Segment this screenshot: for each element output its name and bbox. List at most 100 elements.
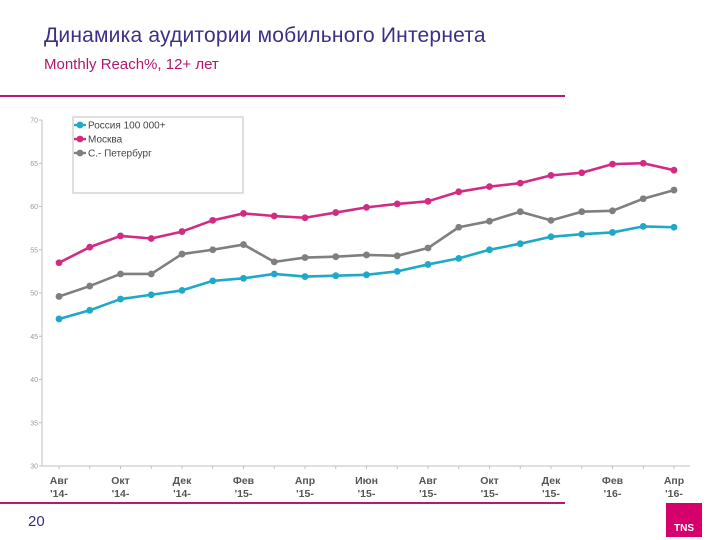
x-tick-label-year: '14- [173, 488, 191, 500]
x-tick-label-year: '14- [50, 488, 68, 500]
data-point [609, 207, 616, 215]
data-point [270, 258, 278, 266]
data-point [301, 273, 309, 280]
data-point [486, 246, 493, 254]
y-tick-label: 50 [30, 291, 38, 298]
data-point [147, 291, 155, 299]
data-point [486, 183, 493, 191]
tns-logo: TNS [666, 503, 702, 537]
legend-label: Россия 100 000+ [88, 121, 166, 132]
data-point [609, 160, 616, 168]
data-point [117, 232, 124, 240]
data-point [240, 210, 247, 217]
chart-axes: 303540455055606570Авг'14-Окт'14-Дек'14-Ф… [30, 118, 690, 500]
data-point [424, 261, 432, 268]
data-point [240, 274, 247, 282]
x-tick-label-year: '15- [419, 488, 437, 500]
data-point [363, 251, 370, 259]
data-point [55, 293, 63, 300]
y-tick-label: 65 [30, 161, 38, 168]
data-point [578, 169, 586, 177]
x-tick-label: Авг [50, 475, 69, 487]
data-point [147, 235, 155, 242]
data-point [516, 208, 524, 216]
data-point [301, 254, 309, 261]
chart-series [55, 159, 678, 323]
data-point [209, 277, 217, 285]
data-point [424, 197, 432, 205]
data-point [609, 229, 616, 236]
x-tick-label: Июн [355, 475, 378, 487]
data-point [639, 195, 647, 203]
data-point [117, 295, 124, 303]
x-tick-label-year: '14- [112, 488, 130, 500]
data-point [578, 208, 586, 216]
data-point [209, 216, 217, 224]
data-point [55, 315, 63, 323]
page-subtitle: Monthly Reach%, 12+ лет [44, 56, 219, 73]
data-point [270, 270, 278, 278]
x-tick-label-year: '15- [235, 488, 253, 500]
x-tick-label-year: '16- [665, 488, 683, 500]
page-title: Динамика аудитории мобильного Интернета [44, 24, 486, 47]
data-point [639, 222, 647, 230]
top-divider [0, 95, 565, 97]
data-point [547, 233, 555, 241]
y-tick-label: 60 [30, 204, 38, 211]
data-point [178, 228, 186, 235]
data-point [209, 246, 217, 254]
data-point [670, 223, 678, 231]
data-point [393, 267, 401, 275]
data-point [332, 272, 340, 280]
data-point [363, 271, 370, 279]
x-tick-label: Окт [480, 475, 499, 487]
legend-swatch-marker [76, 135, 84, 143]
x-tick-label-year: '15- [481, 488, 499, 500]
legend-swatch-marker [76, 149, 84, 157]
data-point [393, 200, 401, 208]
data-point [270, 212, 278, 220]
y-tick-label: 40 [30, 377, 38, 384]
x-tick-label: Фев [602, 475, 624, 487]
bottom-divider [0, 502, 565, 504]
data-point [147, 270, 155, 278]
legend-label: Москва [88, 135, 123, 146]
data-point [86, 282, 94, 290]
data-point [516, 240, 524, 248]
data-point [363, 203, 370, 211]
data-point [455, 255, 463, 262]
page-number: 20 [28, 513, 45, 530]
x-tick-label-year: '15- [296, 488, 314, 500]
logo-text: TNS [674, 523, 694, 534]
data-point [55, 259, 63, 267]
data-point [547, 216, 555, 224]
x-tick-label: Авг [419, 475, 438, 487]
x-tick-label-year: '15- [358, 488, 376, 500]
data-point [670, 166, 678, 174]
data-point [301, 214, 309, 222]
chart-legend: Россия 100 000+ Москва С.- Петербург [72, 116, 244, 194]
y-tick-label: 35 [30, 420, 38, 427]
data-point [332, 253, 340, 261]
data-point [455, 223, 463, 231]
y-tick-label: 30 [30, 464, 38, 471]
x-tick-label: Фев [233, 475, 255, 487]
y-tick-label: 45 [30, 334, 38, 341]
data-point [178, 287, 186, 294]
data-point [86, 306, 94, 314]
data-point [424, 244, 432, 252]
x-tick-label-year: '16- [604, 488, 622, 500]
data-point [240, 241, 247, 248]
data-point [670, 186, 678, 194]
legend-box [72, 116, 244, 194]
data-point [117, 270, 124, 278]
data-point [547, 171, 555, 179]
data-point [455, 188, 463, 196]
x-tick-label: Дек [542, 475, 561, 487]
data-point [178, 250, 186, 258]
y-tick-label: 55 [30, 247, 38, 254]
data-point [332, 209, 340, 216]
y-tick-label: 70 [30, 118, 38, 125]
x-tick-label: Апр [295, 475, 315, 487]
legend-label: С.- Петербург [88, 148, 152, 160]
